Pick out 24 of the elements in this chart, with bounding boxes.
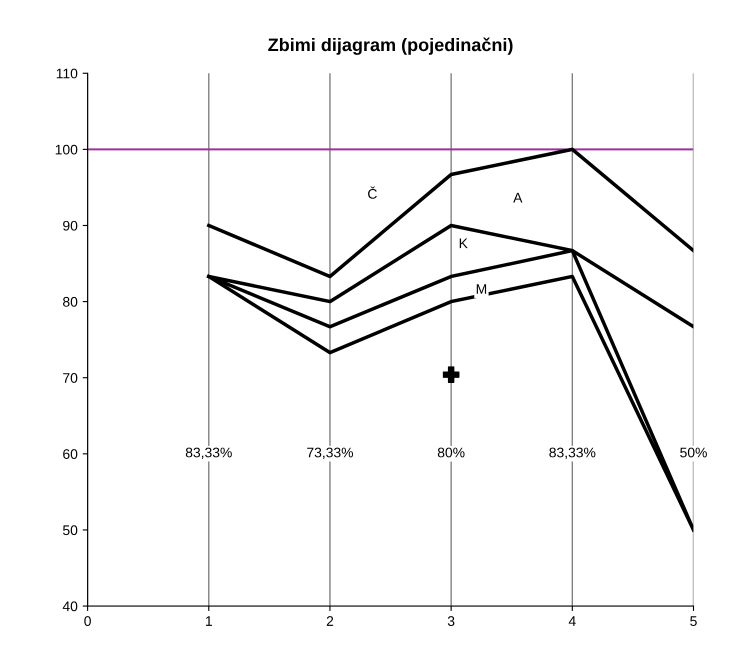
annotation: A <box>513 192 522 202</box>
x-tick-label: 2 <box>326 616 334 626</box>
y-tick-label: 60 <box>63 449 78 459</box>
x-tick-label: 1 <box>206 616 212 626</box>
annotation: 83,33% <box>549 448 596 460</box>
annotation: 80% <box>438 448 465 458</box>
chart-title: Zbimi dijagram (pojedinačni) <box>268 38 513 55</box>
x-tick-label: 0 <box>84 616 91 626</box>
y-tick-label: 110 <box>56 68 78 78</box>
annotation: 83,33% <box>186 448 232 460</box>
annotation: K <box>460 238 468 248</box>
y-tick-label: 100 <box>56 144 78 155</box>
y-tick-label: 80 <box>63 296 78 307</box>
y-tick-label: 90 <box>63 220 78 231</box>
annotation: 73,33% <box>307 448 354 460</box>
annotation: 50% <box>680 448 707 458</box>
x-tick-label: 3 <box>448 616 454 626</box>
y-tick-label: 40 <box>62 601 78 612</box>
annotation: M <box>476 284 486 294</box>
x-tick-label: 4 <box>568 616 576 626</box>
x-tick-label: 5 <box>690 616 697 626</box>
y-tick-label: 50 <box>62 525 78 536</box>
annotation: Č <box>368 186 377 199</box>
y-tick-label: 70 <box>63 373 78 383</box>
